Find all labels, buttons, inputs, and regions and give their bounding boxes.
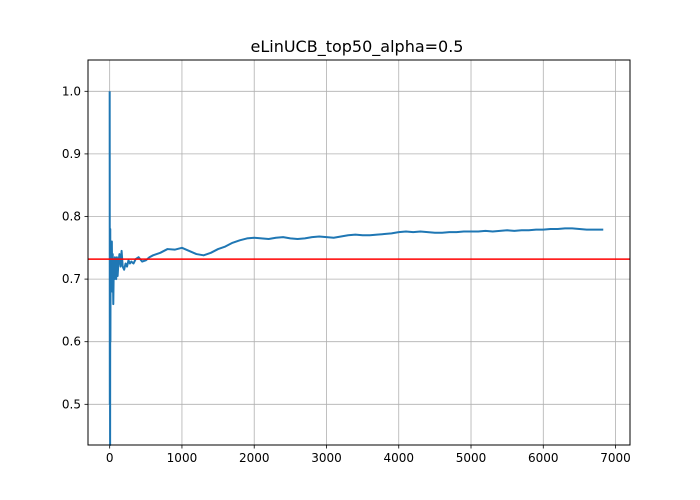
x-tick-label: 7000 [600,451,631,465]
y-axis-ticks: 0.5 0.6 0.7 0.8 0.9 1.0 [62,84,88,411]
x-tick-label: 5000 [456,451,487,465]
x-tick-label: 0 [106,451,114,465]
x-tick-label: 6000 [528,451,559,465]
y-tick-label: 0.8 [62,210,81,224]
x-tick-label: 2000 [239,451,270,465]
y-tick-label: 1.0 [62,84,81,98]
y-tick-label: 0.7 [62,272,81,286]
y-tick-label: 0.6 [62,335,81,349]
x-tick-label: 3000 [311,451,342,465]
chart-title: eLinUCB_top50_alpha=0.5 [251,37,464,57]
y-tick-label: 0.5 [62,397,81,411]
x-axis-ticks: 0 1000 2000 3000 4000 5000 6000 7000 [106,445,631,465]
plot-area [88,91,630,446]
x-tick-label: 4000 [383,451,414,465]
series-line [108,91,604,446]
x-tick-label: 1000 [167,451,198,465]
grid [88,60,630,445]
y-tick-label: 0.9 [62,147,81,161]
axes-frame [87,59,631,446]
